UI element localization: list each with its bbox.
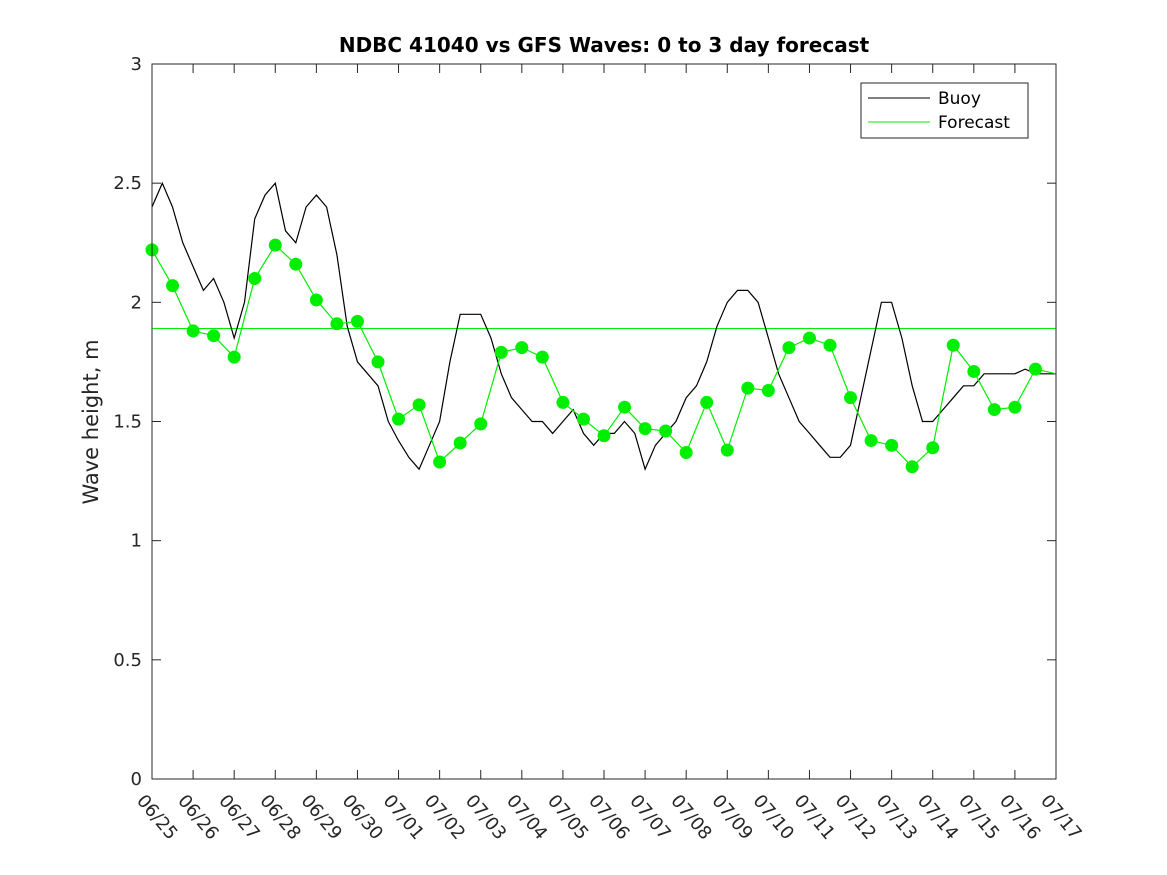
forecast-marker <box>761 384 775 398</box>
forecast-marker <box>823 338 837 352</box>
forecast-marker <box>720 443 734 457</box>
forecast-marker <box>392 412 406 426</box>
forecast-marker <box>309 293 323 307</box>
forecast-marker <box>412 398 426 412</box>
forecast-marker <box>1028 362 1042 376</box>
forecast-marker <box>659 424 673 438</box>
forecast-marker <box>597 429 611 443</box>
forecast-marker <box>186 324 200 338</box>
forecast-marker <box>207 329 221 343</box>
forecast-marker <box>330 317 344 331</box>
forecast-marker <box>556 395 570 409</box>
forecast-marker <box>987 403 1001 417</box>
forecast-marker <box>844 391 858 405</box>
forecast-marker <box>350 314 364 328</box>
chart-title: NDBC 41040 vs GFS Waves: 0 to 3 day fore… <box>339 33 870 57</box>
forecast-marker <box>885 438 899 452</box>
y-tick-label: 0.5 <box>113 650 142 671</box>
forecast-marker <box>515 341 529 355</box>
legend-forecast-label: Forecast <box>938 113 1010 133</box>
forecast-marker <box>227 350 241 364</box>
forecast-marker <box>679 445 693 459</box>
forecast-marker <box>289 257 303 271</box>
forecast-marker <box>864 434 878 448</box>
forecast-marker <box>618 400 632 414</box>
y-tick-label: 0 <box>131 769 142 790</box>
forecast-marker <box>700 395 714 409</box>
forecast-marker <box>535 350 549 364</box>
y-tick-label: 2.5 <box>113 173 142 194</box>
forecast-marker <box>967 364 981 378</box>
forecast-marker <box>433 455 447 469</box>
y-tick-label: 3 <box>131 54 142 75</box>
legend: Buoy Forecast <box>860 82 1029 139</box>
forecast-marker <box>926 441 940 455</box>
forecast-marker <box>782 341 796 355</box>
y-tick-label: 2 <box>131 292 142 313</box>
plot-area <box>145 181 1057 474</box>
forecast-marker <box>453 436 467 450</box>
forecast-marker <box>741 381 755 395</box>
forecast-marker <box>576 412 590 426</box>
forecast-marker <box>946 338 960 352</box>
forecast-marker <box>802 331 816 345</box>
forecast-marker <box>166 279 180 293</box>
legend-buoy-label: Buoy <box>938 89 981 109</box>
forecast-marker <box>638 422 652 436</box>
forecast-marker <box>494 345 508 359</box>
forecast-marker <box>268 238 282 252</box>
forecast-marker <box>474 417 488 431</box>
forecast-marker <box>1008 400 1022 414</box>
y-axis-label: Wave height, m <box>79 339 103 504</box>
forecast-marker <box>905 460 919 474</box>
y-tick-label: 1 <box>131 531 142 552</box>
y-tick-label: 1.5 <box>113 412 142 433</box>
forecast-marker <box>248 272 262 285</box>
legend-box <box>860 82 1029 139</box>
forecast-marker <box>371 355 385 369</box>
